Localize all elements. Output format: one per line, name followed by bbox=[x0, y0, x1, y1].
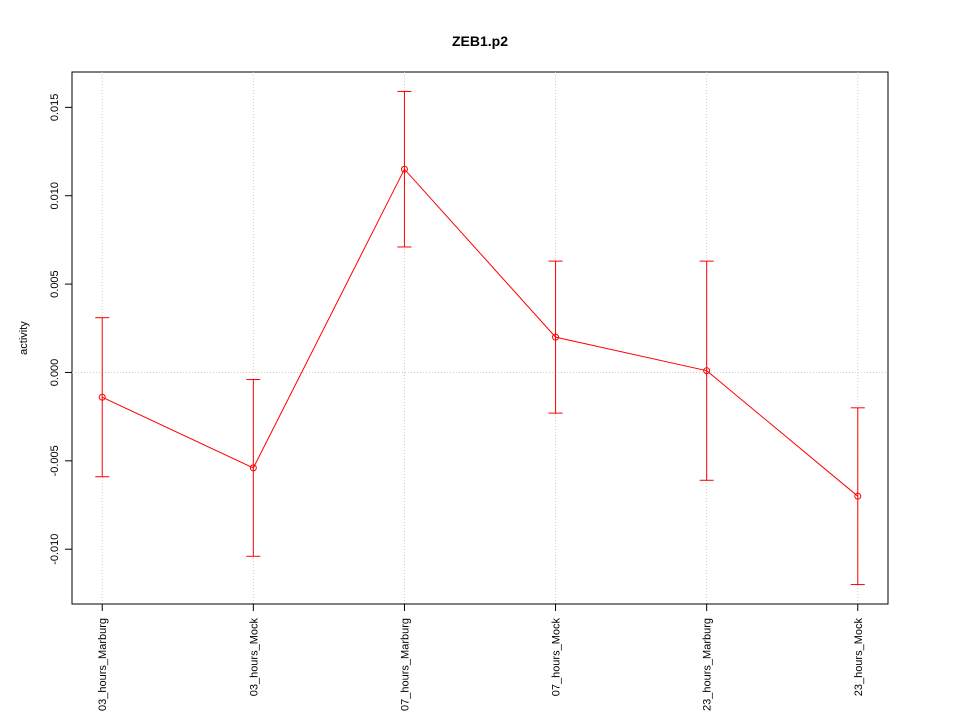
x-tick-label: 03_hours_Mock bbox=[248, 618, 260, 697]
plot-frame bbox=[71, 71, 889, 605]
error-bar bbox=[95, 317, 110, 478]
error-bar bbox=[397, 90, 412, 248]
point bbox=[854, 492, 862, 500]
x-tick-label: 23_hours_Marburg bbox=[702, 618, 714, 711]
y-tick-label: 0.010 bbox=[49, 182, 61, 210]
y-tick-label: 0.000 bbox=[49, 359, 61, 387]
point bbox=[98, 393, 106, 401]
error-bar bbox=[548, 260, 563, 414]
point bbox=[400, 165, 408, 173]
error-bar bbox=[699, 260, 714, 481]
point bbox=[249, 464, 257, 472]
x-tick-label: 07_hours_Marburg bbox=[399, 618, 411, 711]
y-axis-label: activity bbox=[18, 321, 30, 355]
chart-title: ZEB1.p2 bbox=[452, 33, 508, 49]
point bbox=[703, 367, 711, 375]
error-bar bbox=[246, 379, 261, 557]
y-tick-label: -0.010 bbox=[49, 534, 61, 565]
y-tick-label: 0.015 bbox=[49, 94, 61, 122]
error-bar bbox=[850, 407, 865, 586]
series-line bbox=[102, 168, 859, 497]
x-tick-label: 07_hours_Mock bbox=[551, 618, 563, 697]
point bbox=[552, 333, 560, 341]
x-tick-label: 03_hours_Marburg bbox=[97, 618, 109, 711]
y-tick-label: -0.005 bbox=[49, 445, 61, 476]
x-tick-label: 23_hours_Mock bbox=[853, 618, 865, 697]
y-tick-label: 0.005 bbox=[49, 270, 61, 298]
